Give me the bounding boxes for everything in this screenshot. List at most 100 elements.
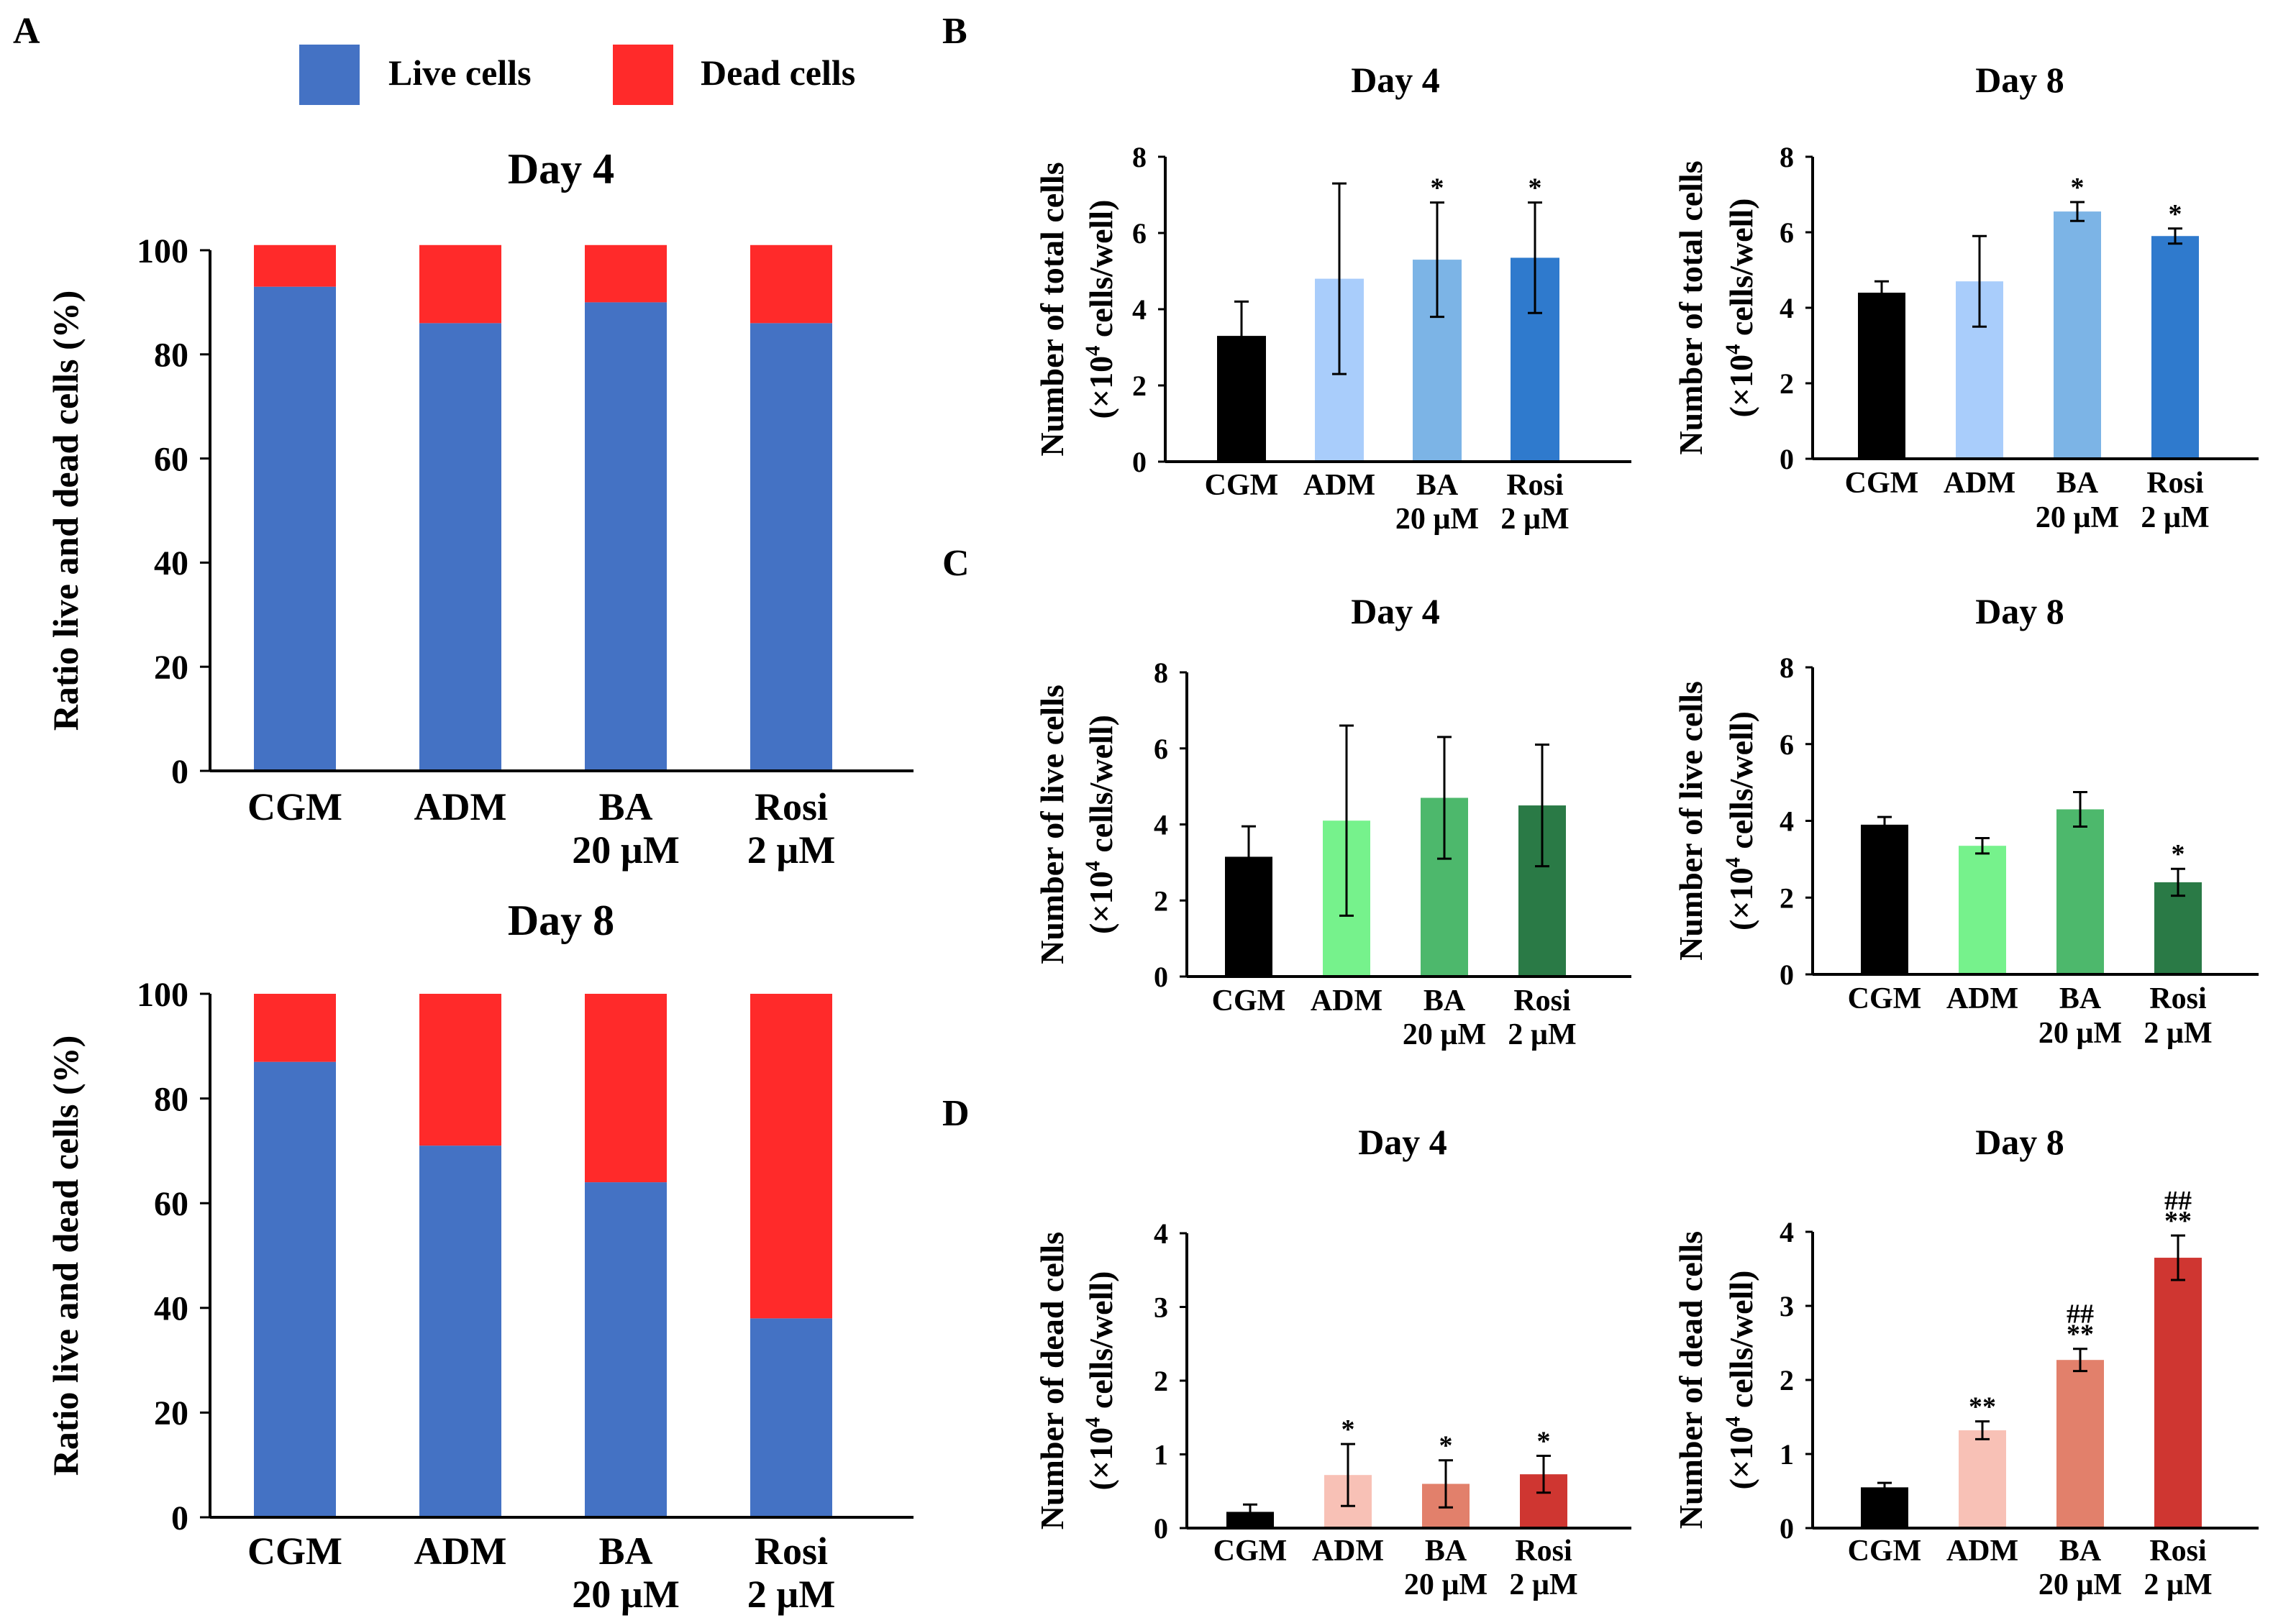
chart-title: Day 4 [1351,591,1440,631]
chart-c-day8: Day 8 0 2 4 6 8 * Number of live cells (×104 cel… [1672,591,2259,1050]
y-axis-label: Number of total cells [1672,160,1709,454]
x-category-label: 2 µM [747,828,836,872]
significance-mark: ** [1969,1392,1996,1422]
y-tick-label: 6 [1132,217,1147,250]
x-category-label: 2 µM [1508,1018,1576,1051]
x-category-label: BA [2056,467,2099,500]
significance-mark: * [2169,199,2182,229]
bar-dead [254,244,336,287]
y-tick-label: 6 [1780,728,1794,761]
bar [1858,293,1905,459]
y-axis-label: Number of dead cells [1034,1232,1070,1530]
x-category-label: Rosi [2149,1535,2207,1568]
y-axis-label: Number of live cells [1034,685,1070,964]
x-category-label: Rosi [2146,467,2204,500]
chart-c-day4: Day 4 0 2 4 6 8 Number of live cells (×104 cell… [1034,591,1631,1051]
significance-mark: ## [2067,1299,2094,1330]
y-tick-label: 60 [154,1185,188,1223]
x-category-label: Rosi [2149,982,2207,1015]
x-category-label: ADM [1946,982,2018,1015]
y-tick-label: 40 [154,544,188,582]
legend-dead-label: Dead cells [701,52,855,93]
chart-title: Day 8 [1975,591,2064,631]
x-category-label: CGM [1205,469,1279,502]
x-category-label: 20 µM [2038,1568,2122,1601]
bar-dead [585,994,667,1183]
chart-title: Day 8 [508,897,614,944]
y-tick-label: 0 [1780,443,1794,475]
x-category-label: 2 µM [2141,501,2209,534]
panel-label-d: D [942,1093,970,1134]
x-category-label: 2 µM [2144,1017,2212,1050]
legend-live-label: Live cells [388,52,532,93]
y-axis-label: Number of total cells [1034,162,1070,456]
y-tick-label: 0 [1780,1512,1794,1545]
x-category-label: ADM [1312,1535,1384,1568]
x-category-label: ADM [1311,984,1382,1018]
significance-mark: ** [2067,1320,2094,1350]
chart-title: Day 8 [1975,60,2064,100]
y-tick-label: 8 [1154,657,1168,689]
y-tick-label: 80 [154,1080,188,1118]
y-tick-label: 0 [1780,959,1794,991]
bar-dead [419,244,501,324]
bar-dead [750,244,832,324]
bar-live [585,1182,667,1517]
legend-dead-swatch [613,45,673,105]
x-category-label: CGM [1212,984,1286,1018]
y-tick-label: 1 [1154,1439,1168,1471]
bar [2154,882,2202,974]
y-tick-label: 8 [1132,141,1147,173]
x-category-label: BA [598,785,652,828]
y-tick-label: 8 [1780,652,1794,684]
significance-mark: * [1341,1414,1355,1445]
x-category-label: CGM [1845,467,1919,500]
x-category-label: 2 µM [1500,503,1569,536]
y-tick-label: 4 [1780,1216,1794,1248]
x-category-label: 20 µM [2036,501,2119,534]
y-axis-label: Ratio live and dead cells (%) [45,1035,86,1476]
legend: Live cells Dead cells [299,45,855,105]
y-axis-unit-label: (×104 cells/well) [1083,200,1119,419]
bar-dead [585,244,667,303]
y-tick-label: 100 [137,232,188,270]
x-category-label: 2 µM [2144,1568,2212,1601]
y-tick-label: 0 [171,753,188,791]
x-category-label: ADM [414,785,507,828]
y-tick-label: 4 [1780,292,1794,324]
y-tick-label: 8 [1780,141,1794,173]
y-tick-label: 3 [1780,1290,1794,1322]
bar-live [419,1146,501,1517]
x-category-label: BA [1416,469,1459,502]
significance-mark: * [1431,173,1444,204]
x-category-label: 20 µM [572,828,680,872]
x-category-label: CGM [1848,982,1922,1015]
significance-mark: ## [2164,1186,2192,1216]
x-category-label: 2 µM [747,1573,836,1616]
y-axis-unit-label: (×104 cells/well) [1723,711,1759,931]
bar [2056,809,2104,974]
y-axis-unit-label: (×104 cells/well) [1083,1271,1119,1491]
x-category-label: CGM [1213,1535,1288,1568]
x-category-label: BA [1425,1535,1467,1568]
chart-d-day4: Day 4 0 1 2 3 4 * * * Number of dead cells (×104 c… [1034,1122,1631,1601]
chart-a-day8: Day 8 0 20 40 60 80 100 Ratio live and dead cel… [45,897,914,1616]
bar-live [585,302,667,771]
y-tick-label: 40 [154,1290,188,1328]
y-tick-label: 0 [1154,1512,1168,1545]
x-category-label: BA [598,1530,652,1573]
chart-title: Day 4 [1358,1122,1447,1162]
y-tick-label: 0 [1132,446,1147,478]
x-category-label: BA [1423,984,1466,1018]
chart-b-day4: Day 4 0 2 4 6 8 * * Number of total cells (×104 c… [1034,60,1631,536]
bar [1861,824,1908,974]
y-axis-label: Number of live cells [1672,681,1709,961]
x-category-label: ADM [1946,1535,2018,1568]
panel-label-c: C [942,543,970,584]
x-category-label: CGM [1848,1535,1922,1568]
bar-live [254,1061,336,1517]
significance-mark: ** [2164,1206,2192,1236]
